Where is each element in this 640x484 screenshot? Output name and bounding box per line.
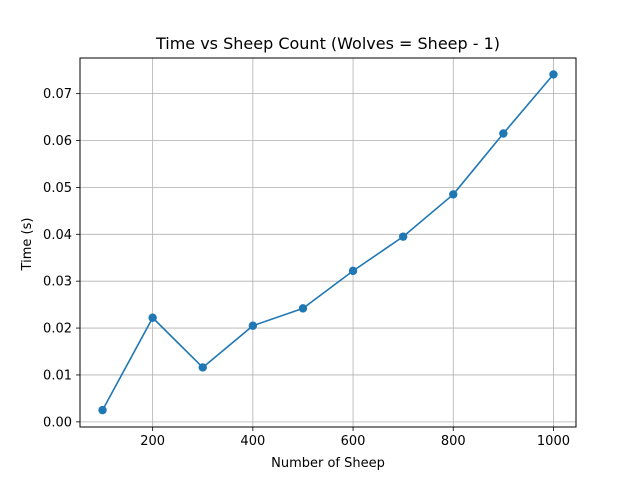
series-line bbox=[101, 73, 555, 411]
grid bbox=[80, 58, 576, 427]
x-tick-label: 600 bbox=[341, 434, 366, 449]
data-point bbox=[148, 313, 157, 322]
x-tick-label: 200 bbox=[140, 434, 165, 449]
chart-title: Time vs Sheep Count (Wolves = Sheep - 1) bbox=[155, 34, 500, 53]
data-point bbox=[348, 266, 358, 276]
y-tick-label: 0.03 bbox=[43, 275, 72, 290]
ticks: 200 400 600 800 1000 0.00 0.01 0.02 0.03 0.04 0.05… bbox=[43, 87, 570, 449]
y-tick-label: 0.02 bbox=[43, 322, 72, 337]
data-point bbox=[449, 190, 458, 199]
x-axis-label: Number of Sheep bbox=[271, 456, 385, 471]
y-tick-label: 0.06 bbox=[43, 134, 72, 149]
x-tick-label: 800 bbox=[441, 434, 466, 449]
x-tick-label: 400 bbox=[240, 434, 265, 449]
y-tick-label: 0.01 bbox=[43, 368, 72, 383]
y-tick-label: 0.05 bbox=[43, 181, 72, 196]
data-point bbox=[499, 129, 508, 138]
data-point bbox=[298, 304, 308, 313]
y-axis-label: Time (s) bbox=[20, 218, 35, 272]
data-point bbox=[248, 321, 258, 330]
data-point bbox=[549, 70, 558, 79]
data-point bbox=[398, 232, 408, 241]
x-tick-label: 1000 bbox=[537, 434, 570, 449]
plot-area bbox=[98, 70, 558, 415]
y-tick-label: 0.07 bbox=[43, 87, 72, 102]
y-tick-label: 0.04 bbox=[43, 228, 72, 243]
plot-frame bbox=[79, 57, 577, 428]
y-tick-label: 0.00 bbox=[43, 415, 72, 430]
data-point bbox=[198, 363, 207, 372]
data-point bbox=[98, 405, 107, 415]
